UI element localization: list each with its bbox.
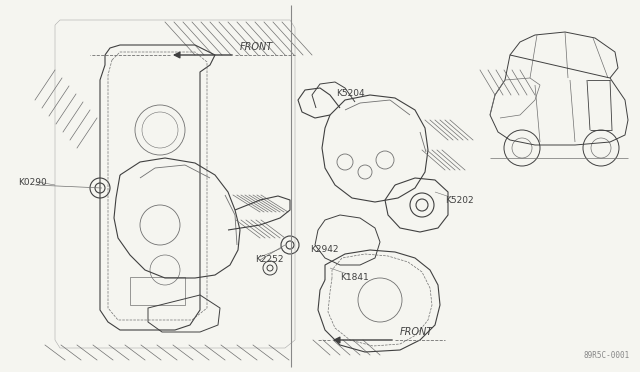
Text: FRONT: FRONT <box>400 327 433 337</box>
Text: FRONT: FRONT <box>240 42 273 52</box>
Text: K5204: K5204 <box>336 89 365 97</box>
Text: K0290: K0290 <box>18 177 47 186</box>
Text: K1841: K1841 <box>340 273 369 282</box>
Text: K5202: K5202 <box>445 196 474 205</box>
Text: 89R5C-0001: 89R5C-0001 <box>584 351 630 360</box>
Text: K2942: K2942 <box>310 246 339 254</box>
Bar <box>130 277 185 305</box>
Text: K2252: K2252 <box>255 256 284 264</box>
